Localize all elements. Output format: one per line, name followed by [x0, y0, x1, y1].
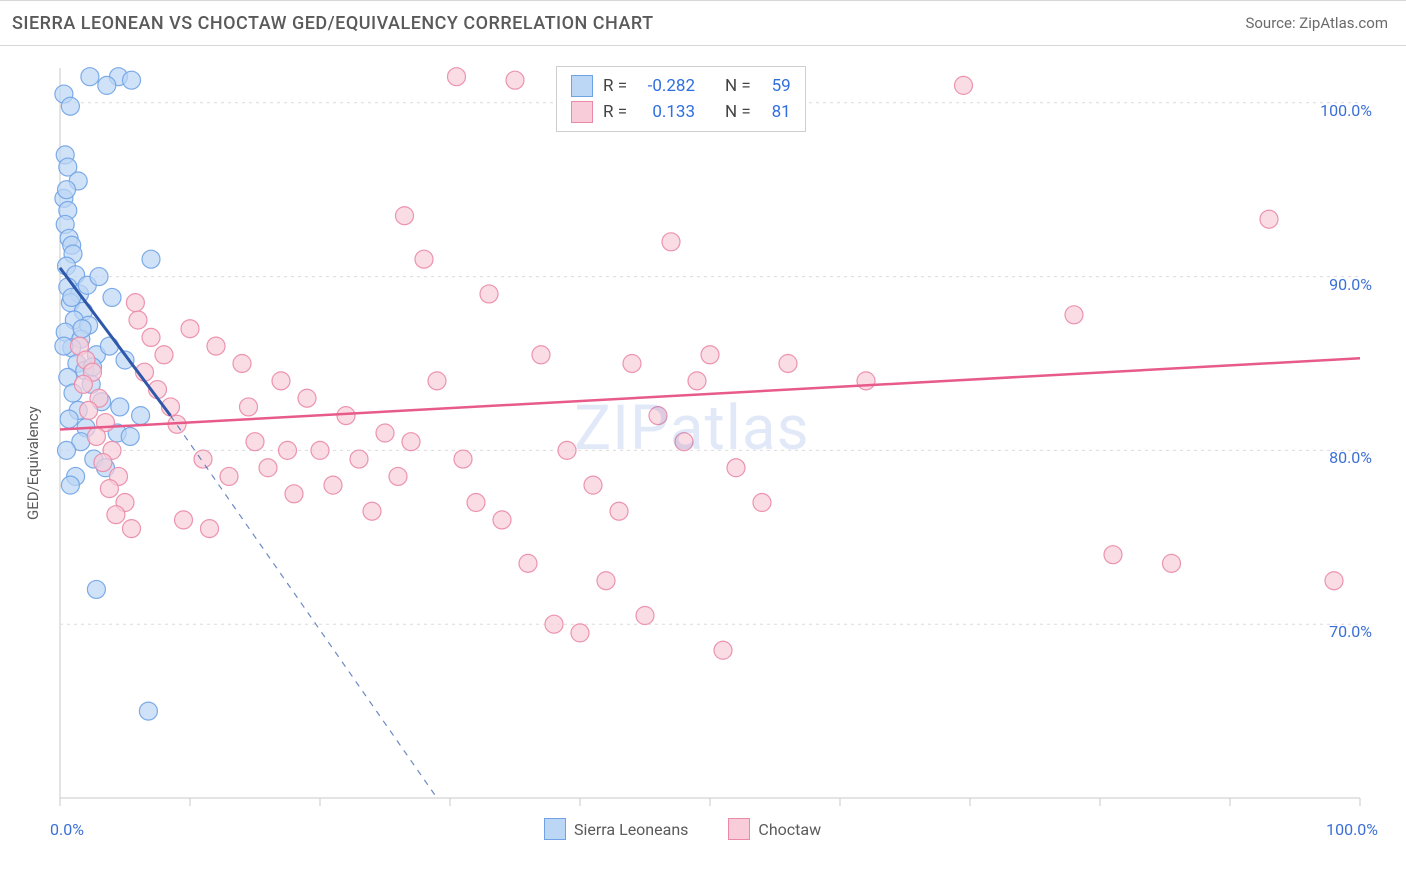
legend-item: Choctaw — [728, 818, 821, 840]
y-tick-label: 100.0% — [1320, 101, 1372, 120]
legend-label: Choctaw — [758, 820, 821, 839]
n-label: N = — [725, 76, 751, 96]
x-max-label: 100.0% — [1326, 820, 1378, 839]
stats-box: R = -0.282 N = 59 R = 0.133 N = 81 — [556, 66, 806, 132]
plot-area: ZIPatlas R = -0.282 N = 59 R = 0.133 N =… — [44, 62, 1384, 822]
y-tick-label: 90.0% — [1329, 275, 1372, 294]
r-value: 0.133 — [637, 102, 695, 122]
chart-svg — [44, 62, 1384, 852]
r-label: R = — [603, 102, 627, 122]
stats-swatch — [571, 101, 593, 123]
legend-swatch — [728, 818, 750, 840]
legend-swatch — [544, 818, 566, 840]
n-value: 81 — [761, 102, 791, 122]
stats-row: R = 0.133 N = 81 — [571, 99, 791, 125]
source-label: Source: ZipAtlas.com — [1245, 14, 1388, 32]
y-axis-label: GED/Equivalency — [24, 406, 42, 520]
n-label: N = — [725, 102, 751, 122]
r-value: -0.282 — [637, 76, 695, 96]
legend-label: Sierra Leoneans — [574, 820, 688, 839]
y-tick-label: 80.0% — [1329, 448, 1372, 467]
stats-swatch — [571, 75, 593, 97]
title-bar: SIERRA LEONEAN VS CHOCTAW GED/EQUIVALENC… — [0, 0, 1406, 46]
chart-title: SIERRA LEONEAN VS CHOCTAW GED/EQUIVALENC… — [12, 13, 654, 34]
n-value: 59 — [761, 76, 791, 96]
x-min-label: 0.0% — [50, 820, 84, 839]
stats-row: R = -0.282 N = 59 — [571, 73, 791, 99]
legend: Sierra Leoneans Choctaw — [544, 818, 821, 840]
r-label: R = — [603, 76, 627, 96]
y-tick-label: 70.0% — [1329, 622, 1372, 641]
chart-container: SIERRA LEONEAN VS CHOCTAW GED/EQUIVALENC… — [0, 0, 1406, 892]
legend-item: Sierra Leoneans — [544, 818, 688, 840]
